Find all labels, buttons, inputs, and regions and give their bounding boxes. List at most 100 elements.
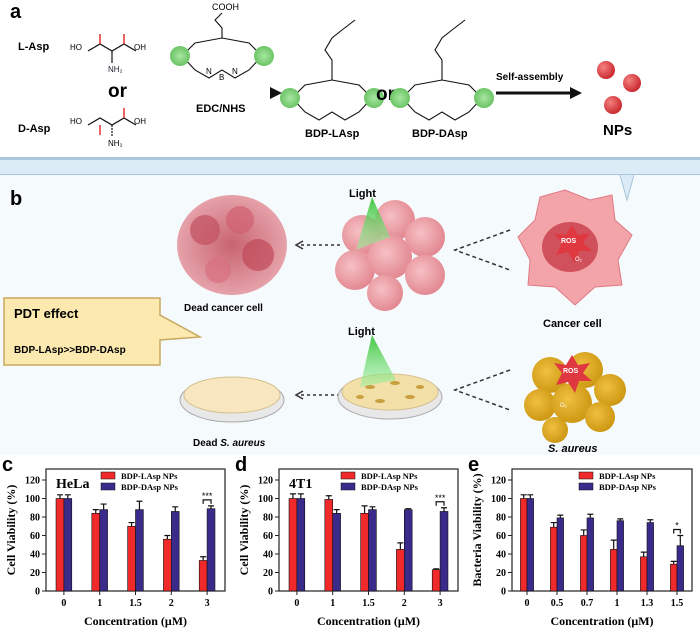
cancer-cell-illustration (517, 189, 633, 306)
s-aureus-label: S. aureus (548, 443, 598, 455)
dashed-arrow (452, 369, 511, 411)
dead-cancer-cell-illustration (177, 195, 287, 295)
bar-dasp (439, 511, 449, 592)
bar-lasp (163, 538, 172, 592)
x-axis-label: Concentration (μM) (317, 614, 420, 628)
x-tick-label: 0 (525, 598, 530, 609)
error-bar (640, 551, 647, 557)
panel-label-c: c (2, 455, 13, 476)
error-bar (677, 534, 684, 546)
nanoparticle (597, 61, 615, 79)
ros-label: ROS (563, 368, 579, 375)
chart-title: HeLa (56, 477, 89, 492)
y-tick-label: 20 (30, 568, 40, 579)
error-bar (56, 494, 63, 499)
legend-label: BDP-DAsp NPs (599, 482, 657, 492)
chart-title: 4T1 (289, 477, 312, 492)
plot-frame (511, 468, 693, 592)
x-tick-label: 0.7 (581, 598, 594, 609)
bar-dasp (99, 509, 108, 592)
x-tick-label: 0.5 (551, 598, 564, 609)
or-text: or (108, 81, 128, 102)
significance-label: * (675, 521, 679, 531)
error-bar (610, 539, 617, 550)
x-tick-label: 1 (615, 598, 620, 609)
x-tick-label: 1.5 (129, 598, 142, 609)
y-tick-label: 80 (263, 513, 273, 524)
significance-label: *** (202, 491, 213, 501)
bar-dasp (676, 545, 684, 592)
bar-lasp (431, 569, 441, 592)
error-bar (208, 505, 215, 509)
bar-lasp (91, 512, 100, 592)
legend-swatch (578, 471, 594, 480)
bar-lasp (520, 498, 528, 592)
x-axis-label: Concentration (μM) (550, 614, 653, 628)
y-tick-label: 100 (258, 494, 273, 505)
legend-label: BDP-DAsp NPs (121, 482, 179, 492)
bar-lasp (288, 498, 298, 592)
d-asp-label: D-Asp (18, 123, 51, 135)
bar-dasp (586, 517, 594, 592)
bar-dasp (332, 512, 341, 592)
bar-lasp (396, 549, 405, 592)
chart-d: d 0 20 40 60 80 100 120 0 1 1.5 2 3 *** 4T1 BDP-LAsp NP… (235, 455, 459, 628)
y-tick-label: 120 (491, 476, 506, 487)
panel-label-d: d (235, 455, 247, 476)
panel-label-e: e (468, 455, 479, 476)
x-tick-label: 1 (330, 598, 335, 609)
y-tick-label: 80 (30, 513, 40, 524)
legend-swatch (578, 482, 594, 491)
bdp-dasp-structure (390, 19, 494, 121)
y-tick-label: 100 (25, 494, 40, 505)
error-bar (164, 534, 171, 540)
bar-lasp (198, 560, 208, 592)
error-bar (405, 508, 412, 510)
l-asp-label: L-Asp (18, 41, 49, 53)
panel-a: a L-Asp D-Asp HO OH NH₂ or HO OH NH₂ COO… (10, 1, 641, 148)
y-tick-label: 40 (30, 550, 40, 561)
x-tick-label: 1.5 (362, 598, 375, 609)
error-bar (100, 503, 107, 510)
nanoparticle (623, 74, 641, 92)
o2-label: O₂ (560, 403, 568, 409)
x-tick-label: 1.5 (671, 598, 684, 609)
x-tick-label: 3 (205, 598, 210, 609)
bdp-lasp-label: BDP-LAsp (305, 128, 360, 140)
error-bar (587, 513, 594, 518)
error-bar (670, 560, 677, 565)
bar-dasp (63, 498, 73, 592)
atom-label: OH (134, 117, 146, 126)
y-axis-label: Cell Viability (%) (237, 485, 251, 576)
significance-bracket (435, 501, 445, 506)
error-bar (128, 521, 135, 527)
error-bar (617, 518, 624, 521)
atom-label: B (219, 73, 224, 82)
bar-dasp (556, 517, 564, 592)
error-bar (136, 500, 143, 510)
y-axis-label: Cell Viability (%) (4, 485, 18, 576)
bar-dasp (616, 520, 624, 592)
x-tick-label: 2 (402, 598, 407, 609)
bar-lasp (580, 535, 588, 592)
error-bar (433, 568, 440, 570)
atom-label: N (232, 67, 238, 76)
error-bar (369, 506, 376, 510)
legend-swatch (100, 471, 116, 480)
legend-swatch (340, 471, 356, 480)
x-tick-label: 1 (97, 598, 102, 609)
reagent-label: EDC/NHS (196, 103, 246, 115)
error-bar (397, 542, 404, 550)
divider-membrane (0, 157, 700, 177)
light-label: Light (349, 188, 376, 200)
y-tick-label: 60 (30, 531, 40, 542)
error-bar (441, 507, 448, 512)
legend-swatch (100, 482, 116, 491)
error-bar (325, 495, 332, 500)
y-tick-label: 80 (496, 513, 506, 524)
error-bar (557, 514, 564, 518)
y-tick-label: 20 (263, 568, 273, 579)
legend-label: BDP-DAsp NPs (361, 482, 419, 492)
cooh-label: COOH (212, 2, 239, 12)
error-bar (333, 509, 340, 514)
